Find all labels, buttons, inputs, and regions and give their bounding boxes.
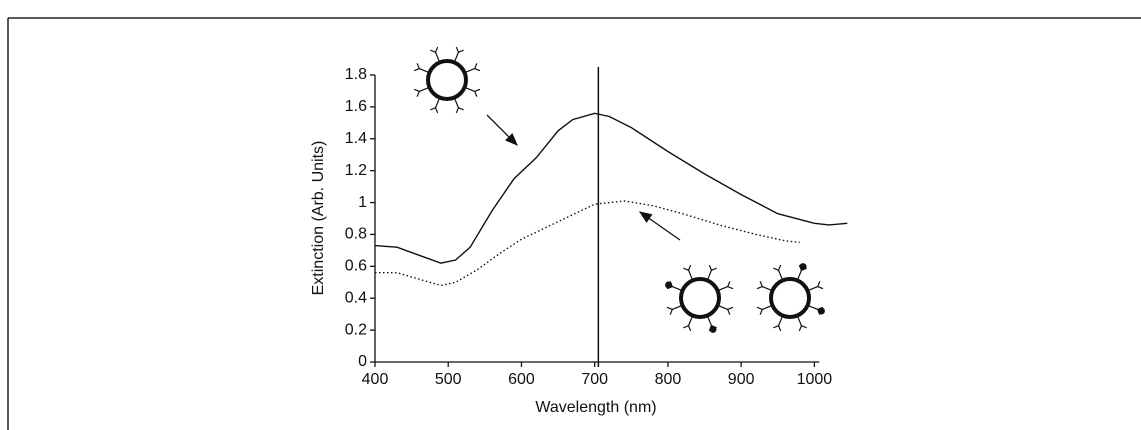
y-tick-label: 1.2 <box>345 162 367 179</box>
y-tick-label: 1 <box>358 194 367 211</box>
x-tick-label: 900 <box>728 371 755 388</box>
y-tick-label: 1.8 <box>345 66 367 83</box>
nanoparticle <box>769 277 811 319</box>
particle-illustrations <box>413 46 825 333</box>
arrow <box>638 211 681 241</box>
antibody-tip <box>430 106 439 114</box>
antibody-tip <box>683 324 692 332</box>
y-tick-label: 0 <box>358 353 367 370</box>
x-tick-label: 700 <box>581 371 608 388</box>
antibody-tip <box>773 324 782 332</box>
antigen <box>799 263 807 271</box>
antigen <box>817 307 825 315</box>
y-tick-label: 1.4 <box>345 130 367 147</box>
antibody-tip <box>413 63 421 72</box>
x-tick-label: 600 <box>508 371 535 388</box>
x-tick-label: 800 <box>655 371 682 388</box>
antibody-tip <box>756 306 764 315</box>
x-tick-label: 400 <box>362 371 389 388</box>
antigen <box>709 325 717 333</box>
y-tick-label: 0.2 <box>345 321 367 338</box>
antigen <box>665 281 673 289</box>
data-line <box>375 200 800 287</box>
y-tick-label: 0.6 <box>345 258 367 275</box>
antibody-tip <box>726 306 734 315</box>
x-tick-label: 1000 <box>797 371 833 388</box>
data-line <box>374 112 848 264</box>
antibody-tip <box>666 306 674 315</box>
nanoparticle <box>426 59 468 101</box>
y-tick-label: 0.8 <box>345 226 367 243</box>
y-axis-title: Extinction (Arb. Units) <box>310 141 327 296</box>
y-tick-label: 0.4 <box>345 289 367 306</box>
antibody-tip <box>455 106 464 114</box>
antibody-tip <box>413 88 421 97</box>
antibody-tip <box>455 46 464 54</box>
antibody-tip <box>473 88 481 97</box>
x-axis-title: Wavelength (nm) <box>535 399 656 416</box>
antibody-tip <box>473 63 481 72</box>
antibody-tip <box>773 264 782 272</box>
x-tick-label: 500 <box>435 371 462 388</box>
antibody-tip <box>816 281 824 290</box>
nanoparticle <box>679 277 721 319</box>
antibody-tip <box>726 281 734 290</box>
antibody-tip <box>683 264 692 272</box>
y-tick-label: 1.6 <box>345 98 367 115</box>
antibody-tip <box>756 281 764 290</box>
arrow <box>486 114 518 146</box>
antibody-tip <box>430 46 439 54</box>
antibody-tip <box>708 264 717 272</box>
antibody-tip <box>798 324 807 332</box>
